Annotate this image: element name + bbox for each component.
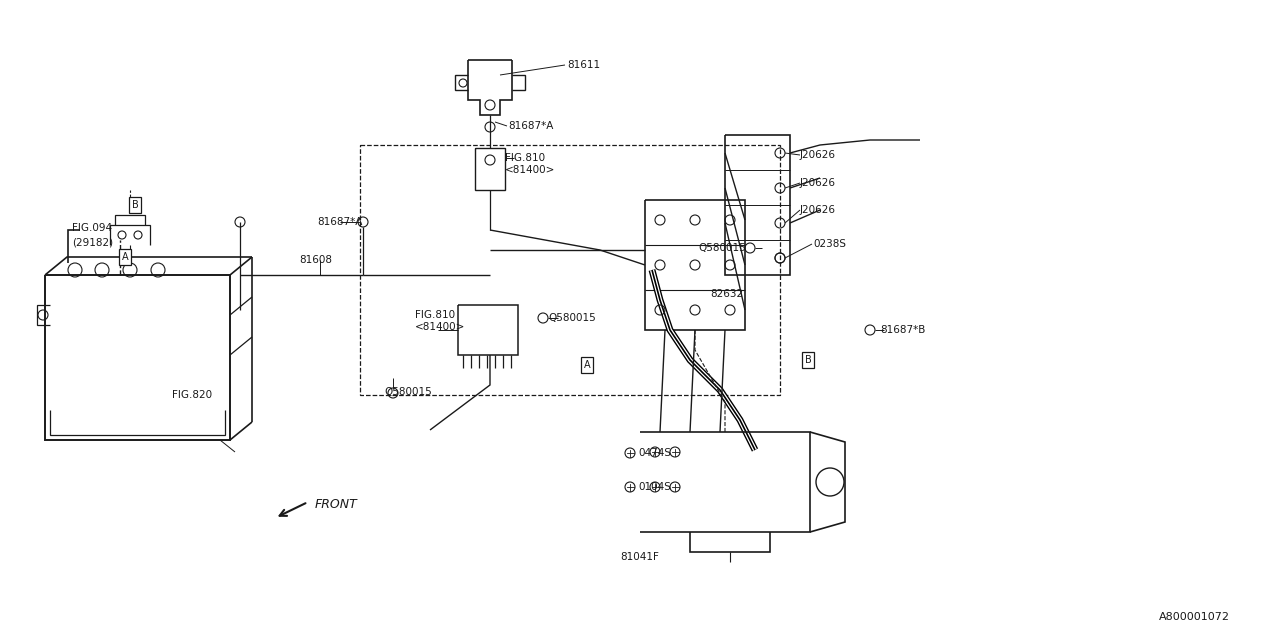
Text: 0238S: 0238S <box>813 239 846 249</box>
Text: J20626: J20626 <box>800 205 836 215</box>
Text: 0474S: 0474S <box>637 448 671 458</box>
Text: A: A <box>584 360 590 370</box>
Text: 81687*B: 81687*B <box>881 325 925 335</box>
Text: 0104S: 0104S <box>637 482 671 492</box>
Text: FIG.810: FIG.810 <box>415 310 456 320</box>
Text: (29182): (29182) <box>72 237 113 247</box>
Text: Q580015: Q580015 <box>548 313 595 323</box>
Text: Q580015: Q580015 <box>384 387 431 397</box>
Text: 82632: 82632 <box>710 289 744 299</box>
Text: 81041F: 81041F <box>620 552 659 562</box>
Text: 81611: 81611 <box>567 60 600 70</box>
Text: B: B <box>805 355 812 365</box>
Bar <box>360 145 780 395</box>
Text: FIG.820: FIG.820 <box>172 390 212 400</box>
Text: <81400>: <81400> <box>506 165 556 175</box>
Text: <81400>: <81400> <box>415 322 466 332</box>
Text: 81687*A: 81687*A <box>317 217 362 227</box>
Text: FIG.094: FIG.094 <box>72 223 113 233</box>
Text: A800001072: A800001072 <box>1158 612 1230 622</box>
Text: B: B <box>132 200 138 210</box>
Text: FRONT: FRONT <box>315 497 357 511</box>
Text: Q580015: Q580015 <box>698 243 746 253</box>
Text: A: A <box>122 252 128 262</box>
Text: J20626: J20626 <box>800 150 836 160</box>
Text: 81608: 81608 <box>300 255 332 265</box>
Text: J20626: J20626 <box>800 178 836 188</box>
Text: FIG.810: FIG.810 <box>506 153 545 163</box>
Text: 81687*A: 81687*A <box>508 121 553 131</box>
